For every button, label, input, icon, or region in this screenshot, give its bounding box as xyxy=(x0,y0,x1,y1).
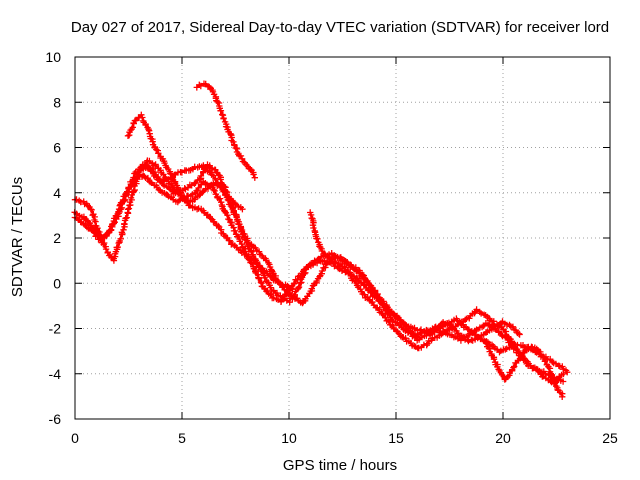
x-tick-label: 15 xyxy=(388,430,404,446)
y-tick-label: -2 xyxy=(49,321,62,337)
y-tick-label: 4 xyxy=(53,185,61,201)
series-pass-5 xyxy=(193,80,258,181)
x-tick-label: 5 xyxy=(178,430,186,446)
axis-ticks: 0 5 10 15 20 25 -6 -4 -2 0 2 4 6 8 10 xyxy=(45,49,618,446)
series-markers xyxy=(193,80,258,181)
x-tick-label: 25 xyxy=(602,430,618,446)
grid-lines xyxy=(75,57,610,419)
y-tick-label: 0 xyxy=(53,275,61,291)
y-tick-label: 10 xyxy=(45,49,61,65)
y-tick-label: 2 xyxy=(53,230,61,246)
series-markers xyxy=(136,157,246,213)
series-markers xyxy=(482,338,566,400)
x-tick-label: 0 xyxy=(71,430,79,446)
series-pass-6 xyxy=(136,157,246,213)
y-tick-label: 6 xyxy=(53,140,61,156)
y-tick-label: -4 xyxy=(49,366,62,382)
x-tick-label: 10 xyxy=(281,430,297,446)
data-series xyxy=(71,80,571,400)
y-tick-label: 8 xyxy=(53,94,61,110)
y-axis-label: SDTVAR / TECUs xyxy=(9,177,26,297)
x-axis-label: GPS time / hours xyxy=(283,457,397,474)
series-markers xyxy=(307,209,523,345)
chart-title: Day 027 of 2017, Sidereal Day-to-day VTE… xyxy=(71,19,609,36)
series-pass-7 xyxy=(307,209,523,345)
series-pass-8 xyxy=(482,338,566,400)
x-tick-label: 20 xyxy=(495,430,511,446)
y-tick-label: -6 xyxy=(49,411,62,427)
